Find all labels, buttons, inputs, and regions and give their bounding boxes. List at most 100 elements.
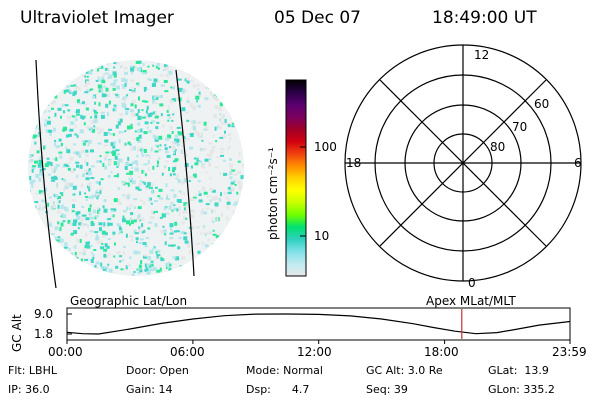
speckle-pixel	[206, 268, 211, 273]
speckle-pixel	[224, 247, 228, 251]
speckle-pixel	[168, 70, 173, 75]
speckle-pixel	[149, 249, 154, 254]
xtick-label-0600: 06:00	[170, 345, 205, 359]
speckle-pixel	[45, 129, 49, 134]
speckle-pixel	[48, 77, 53, 80]
speckle-pixel	[226, 205, 229, 209]
speckle-pixel	[129, 89, 133, 91]
speckle-pixel	[85, 198, 88, 201]
speckle-pixel	[208, 67, 213, 71]
speckle-pixel	[69, 128, 74, 132]
speckle-pixel	[81, 67, 86, 69]
speckle-pixel	[37, 63, 41, 66]
speckle-pixel	[62, 214, 67, 219]
speckle-pixel	[110, 83, 115, 86]
speckle-pixel	[117, 158, 122, 163]
speckle-pixel	[46, 76, 49, 81]
speckle-pixel	[177, 267, 181, 270]
speckle-pixel	[229, 184, 233, 187]
speckle-pixel	[113, 61, 117, 64]
speckle-pixel	[171, 230, 174, 234]
speckle-pixel	[82, 248, 87, 252]
speckle-pixel	[226, 216, 229, 221]
speckle-pixel	[214, 202, 219, 207]
speckle-pixel	[41, 110, 44, 113]
speckle-pixel	[103, 208, 108, 213]
speckle-pixel	[77, 211, 81, 215]
speckle-pixel	[237, 266, 241, 270]
speckle-pixel	[140, 69, 143, 73]
speckle-pixel	[139, 238, 144, 241]
speckle-pixel	[144, 254, 148, 257]
speckle-pixel	[103, 132, 108, 136]
speckle-pixel	[29, 237, 34, 240]
speckle-pixel	[149, 197, 152, 201]
speckle-pixel	[110, 215, 114, 218]
speckle-pixel	[189, 214, 194, 218]
speckle-pixel	[73, 219, 77, 224]
speckle-pixel	[145, 185, 150, 190]
speckle-pixel	[181, 65, 184, 69]
speckle-pixel	[81, 183, 84, 188]
speckle-pixel	[115, 162, 120, 167]
speckle-pixel	[202, 232, 205, 235]
speckle-pixel	[243, 224, 244, 227]
speckle-pixel	[203, 211, 208, 215]
speckle-pixel	[160, 230, 164, 234]
speckle-pixel	[83, 122, 86, 126]
speckle-pixel	[217, 241, 220, 246]
speckle-pixel	[189, 133, 194, 137]
speckle-pixel	[38, 190, 42, 194]
speckle-pixel	[55, 157, 58, 162]
speckle-pixel	[180, 149, 183, 154]
speckle-pixel	[216, 217, 219, 222]
speckle-pixel	[201, 148, 204, 152]
speckle-pixel	[101, 93, 106, 98]
speckle-pixel	[163, 80, 168, 83]
speckle-pixel	[33, 205, 37, 209]
speckle-pixel	[102, 234, 106, 238]
speckle-pixel	[136, 154, 139, 158]
speckle-pixel	[96, 236, 100, 241]
speckle-pixel	[142, 242, 147, 245]
speckle-pixel	[173, 207, 178, 211]
speckle-pixel	[131, 161, 135, 165]
speckle-pixel	[147, 78, 151, 81]
colorbar-label-100: 100	[314, 140, 337, 154]
speckle-pixel	[133, 198, 138, 201]
speckle-pixel	[206, 195, 211, 198]
speckle-pixel	[215, 105, 218, 109]
speckle-pixel	[230, 181, 235, 185]
speckle-pixel	[145, 154, 150, 157]
speckle-pixel	[147, 227, 151, 230]
speckle-pixel	[90, 258, 94, 263]
speckle-pixel	[198, 190, 201, 194]
speckle-pixel	[161, 213, 164, 218]
info-gc-alt: GC Alt: 3.0 Re	[366, 364, 443, 377]
speckle-pixel	[192, 69, 196, 73]
speckle-pixel	[185, 204, 189, 208]
speckle-pixel	[208, 71, 213, 75]
speckle-pixel	[81, 72, 84, 77]
speckle-pixel	[187, 243, 191, 248]
speckle-pixel	[88, 207, 91, 212]
speckle-pixel	[100, 246, 104, 250]
speckle-pixel	[85, 232, 88, 237]
speckle-pixel	[174, 138, 179, 143]
speckle-pixel	[121, 159, 124, 163]
speckle-pixel	[145, 263, 147, 268]
speckle-pixel	[143, 255, 147, 259]
speckle-pixel	[106, 112, 109, 117]
speckle-pixel	[243, 146, 244, 150]
speckle-pixel	[215, 97, 219, 102]
speckle-pixel	[147, 182, 152, 187]
speckle-pixel	[57, 221, 60, 225]
speckle-pixel	[155, 135, 159, 140]
speckle-pixel	[60, 115, 62, 119]
right-boundary-line	[175, 69, 195, 277]
speckle-pixel	[176, 174, 180, 179]
speckle-pixel	[231, 266, 234, 271]
speckle-pixel	[172, 173, 176, 176]
speckle-pixel	[156, 121, 160, 124]
speckle-pixel	[42, 83, 45, 88]
